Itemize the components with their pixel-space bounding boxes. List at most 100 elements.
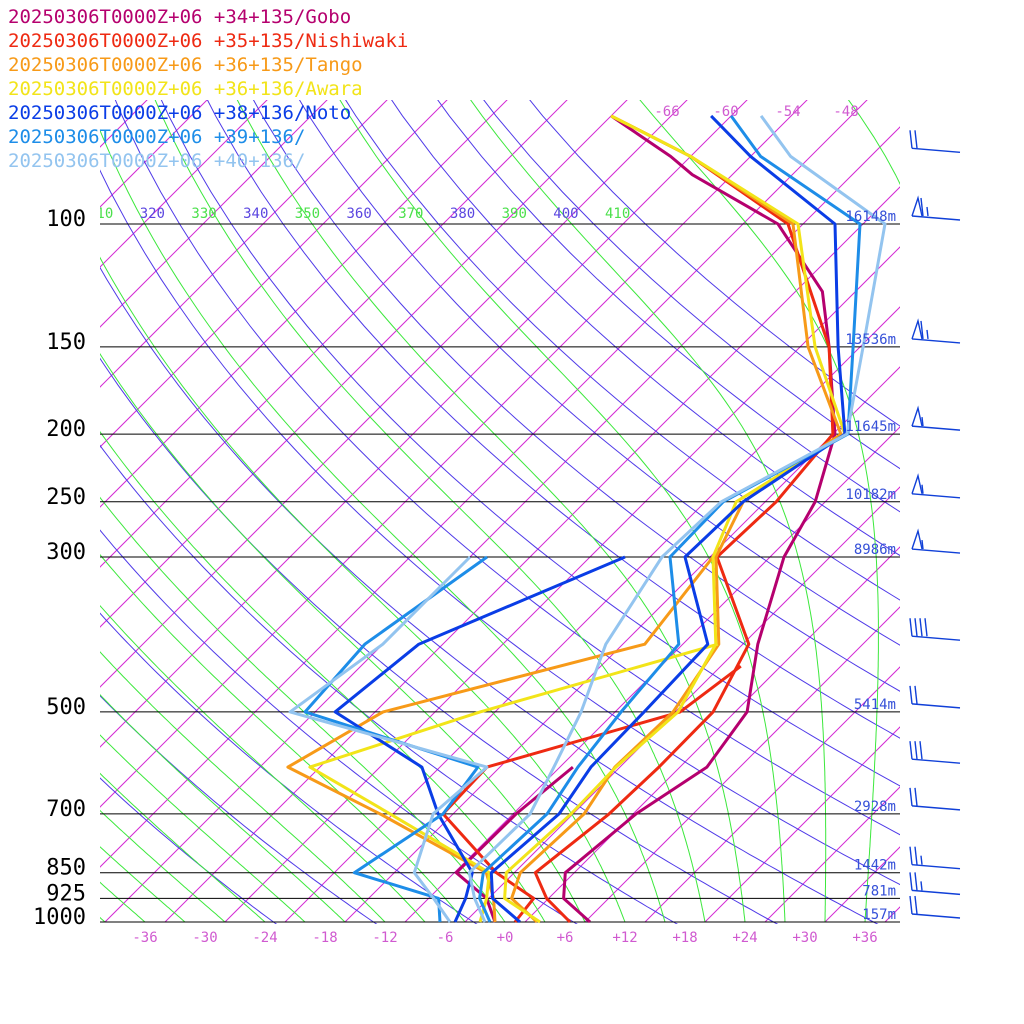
theta-label: 350 (295, 206, 320, 222)
series-6-temperature-line (478, 115, 862, 923)
legend-entry: 20250306T0000Z+06 +36+135/Tango (8, 54, 363, 76)
temperature-tick-label: +0 (497, 930, 514, 946)
isotherm-line (284, 306, 900, 923)
wind-barb-half (921, 484, 924, 494)
height-label: 16148m (845, 209, 896, 225)
wind-barb (909, 685, 961, 709)
wind-barb-pennant (911, 528, 923, 550)
height-label: 1442m (854, 858, 896, 874)
wind-barb-staff (911, 548, 961, 554)
moist-adiabat-line (100, 651, 386, 923)
isotherm-line (224, 246, 900, 923)
dry-adiabat-line (100, 169, 900, 886)
dry-adiabat-line (100, 529, 578, 924)
height-label: 157m (862, 907, 896, 923)
isotherm-line (100, 100, 628, 628)
dry-adiabat-line (160, 100, 900, 787)
temperature-tick-label: -6 (437, 930, 454, 946)
theta-label-group: 360 (347, 206, 372, 222)
isotherm-line (1005, 69, 1024, 922)
wind-barb (909, 872, 961, 896)
wind-barb (909, 787, 961, 811)
legend: 20250306T0000Z+06 +34+135/Gobo20250306T0… (8, 6, 408, 172)
isotherm-line (945, 69, 1024, 922)
series-4-temperature-line (503, 114, 847, 924)
upper-temperature-label: -54 (775, 104, 800, 120)
height-label: 8986m (854, 542, 896, 558)
legend-entry: 20250306T0000Z+06 +40+136/ (8, 150, 305, 172)
moist-adiabat-grid (100, 100, 900, 923)
pressure-label: 1000 (33, 905, 86, 930)
wind-barb-staff (911, 889, 961, 896)
wind-barb-full (920, 320, 924, 339)
theta-label: 380 (450, 206, 475, 222)
wind-barb-staff (911, 913, 961, 919)
legend-entry: 20250306T0000Z+06 +35+135/Nishiwaki (8, 30, 408, 52)
wind-barb-half (920, 881, 923, 891)
sounding-profiles (286, 114, 887, 924)
dry-adiabat-line (100, 777, 278, 924)
theta-label-group: 390 (502, 206, 527, 222)
wind-barb-full (909, 685, 913, 704)
wind-barb (911, 195, 961, 221)
wind-barb-full (909, 846, 913, 865)
series-4-dewpoint-line (308, 642, 719, 923)
isotherm-line (100, 100, 568, 568)
legend-entry: 20250306T0000Z+06 +34+135/Gobo (8, 6, 351, 28)
dry-adiabat-line (100, 357, 779, 924)
isotherm-line (100, 100, 748, 748)
wind-barb-staff (911, 635, 961, 641)
theta-label-group: 330 (191, 206, 216, 222)
wind-barb (909, 618, 961, 641)
wind-barb-full (909, 130, 913, 149)
moist-adiabat-line (470, 100, 827, 922)
wind-barb-staff (911, 805, 961, 811)
wind-barb-pennant (911, 318, 923, 340)
temperature-tick-label: +12 (612, 930, 637, 946)
dry-adiabat-line (391, 100, 900, 557)
theta-label: 320 (140, 206, 165, 222)
wind-barb-full (909, 618, 913, 637)
wind-barb (911, 473, 961, 499)
legend-entry: 20250306T0000Z+06 +36+136/Awara (8, 78, 363, 100)
moist-adiabat-line (100, 846, 186, 923)
legend-entry: 20250306T0000Z+06 +38+136/Noto (8, 102, 351, 124)
wind-barb-full (914, 895, 918, 915)
wind-barb-full (919, 741, 923, 760)
theta-label: 390 (502, 206, 527, 222)
wind-barb-half (920, 855, 923, 865)
theta-label: 340 (243, 206, 268, 222)
legend-entry: 20250306T0000Z+06 +39+136/ (8, 126, 305, 148)
wind-barb-full (909, 787, 913, 806)
temperature-tick-label: +18 (672, 930, 697, 946)
isotherm-line (100, 100, 508, 508)
moist-adiabat-line (100, 352, 586, 923)
dry-adiabat-line (100, 444, 678, 924)
wind-barb-staff (911, 425, 961, 431)
wind-barb-full (909, 895, 913, 915)
dry-adiabat-line (114, 100, 900, 836)
series-5-dewpoint-line (333, 555, 626, 923)
temperature-tick-label: -24 (252, 930, 277, 946)
isotherm-line (100, 100, 448, 448)
isotherm-line (100, 100, 328, 328)
temperature-tick-label: -30 (192, 930, 217, 946)
pressure-label: 150 (46, 330, 86, 355)
temperature-tick-label: +36 (852, 930, 877, 946)
pressure-label: 250 (46, 485, 86, 510)
height-label: 781m (862, 883, 896, 899)
wind-barb-staff (911, 493, 961, 499)
series-7-dewpoint-line (288, 555, 489, 923)
moist-adiabat-line (100, 734, 306, 923)
wind-barb-full (914, 846, 918, 865)
temperature-tick-label: +24 (732, 930, 757, 946)
theta-label: 370 (398, 206, 423, 222)
wind-barb (909, 846, 961, 870)
wind-barb (911, 405, 961, 431)
temperature-tick-label: -36 (132, 930, 157, 946)
moist-adiabat-line (100, 496, 506, 923)
isotherm-line (100, 100, 688, 688)
moist-adiabat-line (100, 694, 346, 923)
isotherm-line (584, 606, 900, 923)
